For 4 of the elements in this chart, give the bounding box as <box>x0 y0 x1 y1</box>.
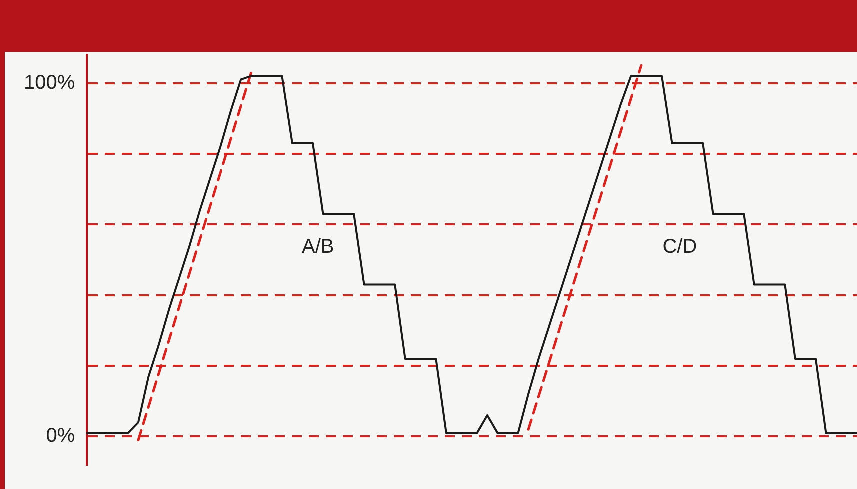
annotation: A/B <box>302 236 334 258</box>
annotation: C/D <box>662 236 698 258</box>
y-tick-label: 100% <box>24 72 76 94</box>
y-tick-label: 0% <box>46 425 76 448</box>
